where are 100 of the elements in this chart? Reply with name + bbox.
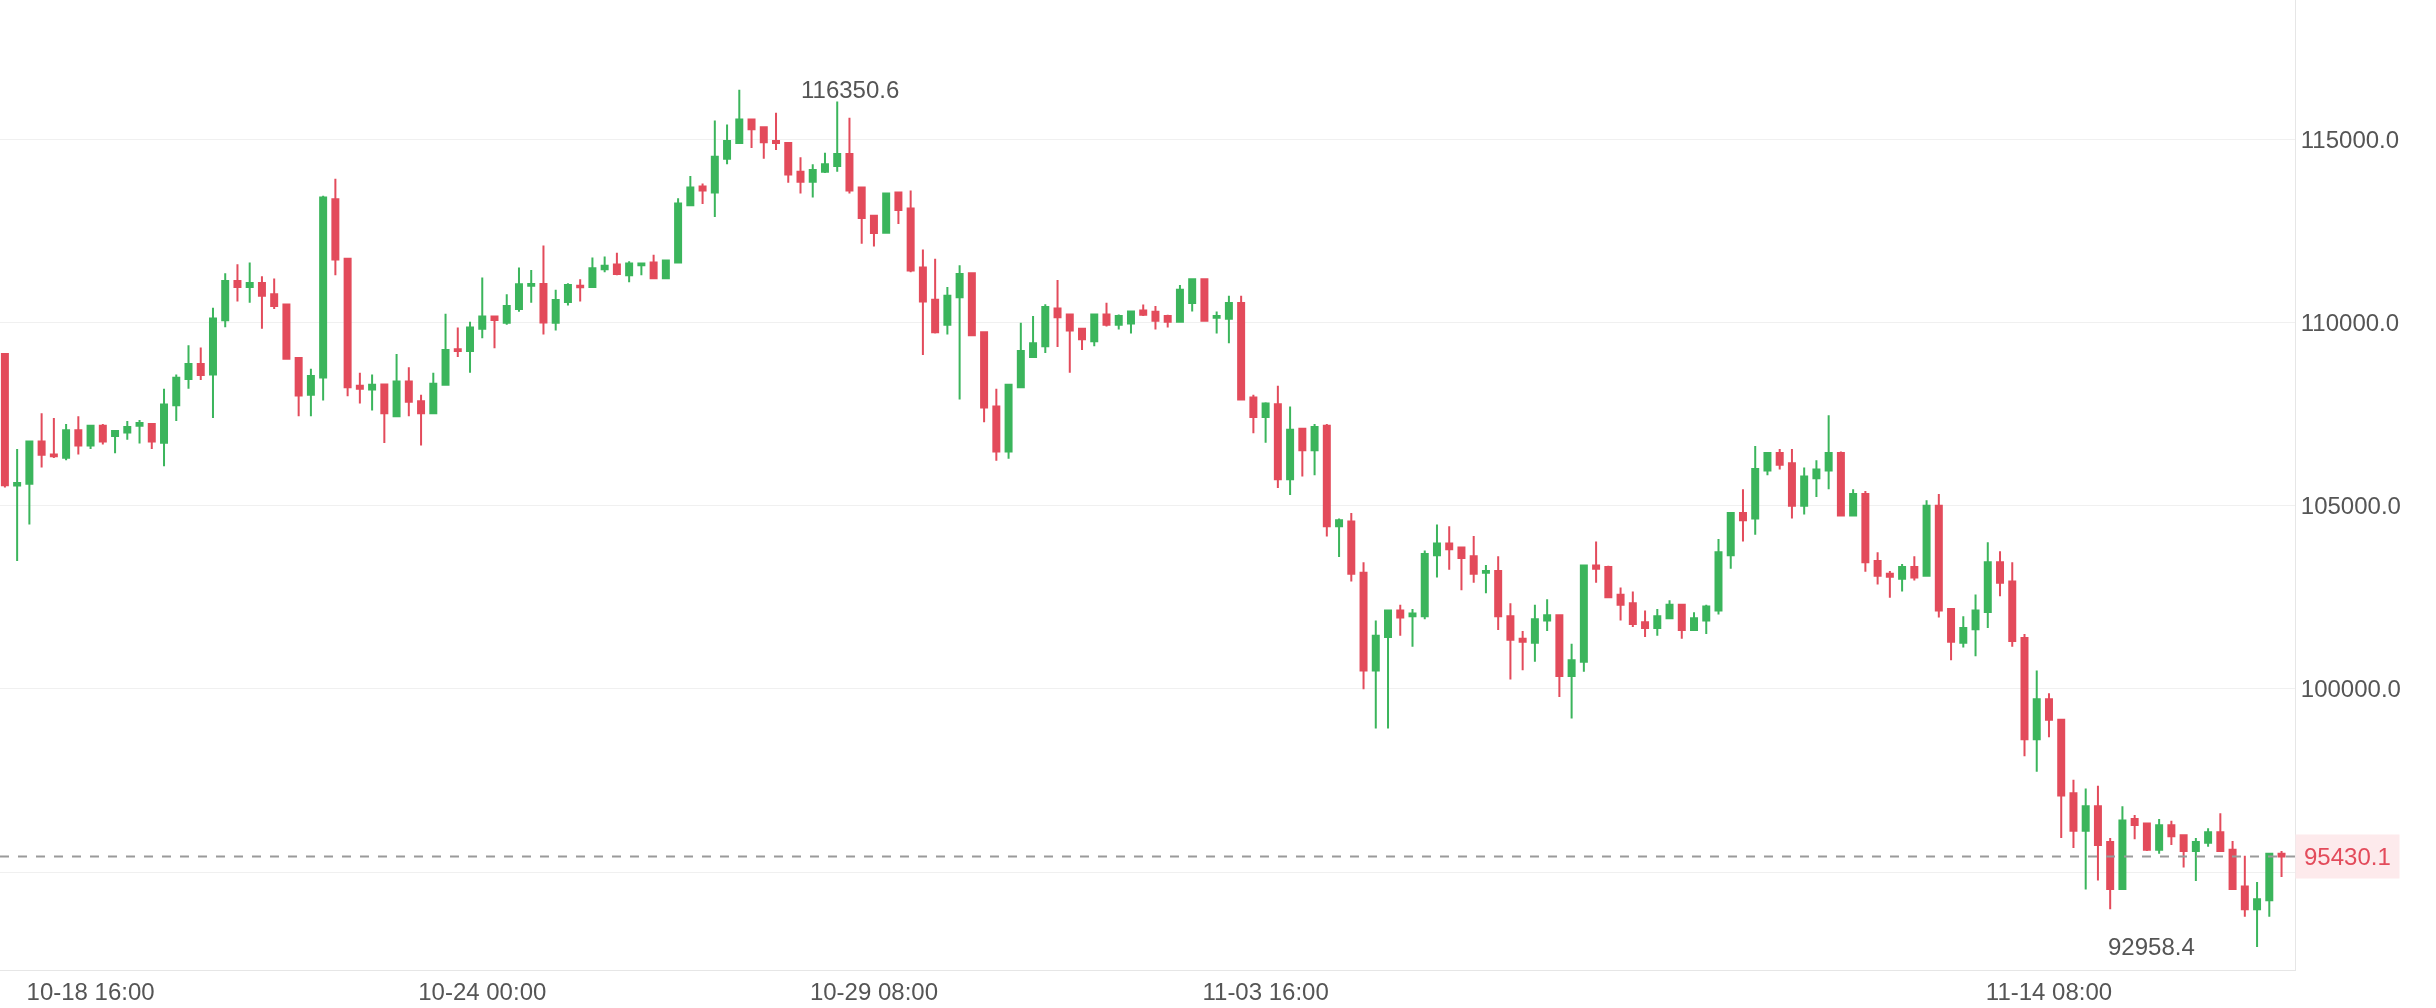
candlestick xyxy=(1959,615,1968,649)
candlestick xyxy=(2057,718,2066,840)
candlestick xyxy=(943,285,952,336)
candlestick xyxy=(1212,310,1221,335)
candlestick xyxy=(1641,609,1650,638)
candlestick xyxy=(539,244,548,336)
candlestick xyxy=(1175,284,1184,323)
candlestick xyxy=(1384,609,1393,730)
candlestick xyxy=(1029,314,1038,358)
candlestick xyxy=(2240,854,2249,918)
candlestick xyxy=(1604,564,1613,599)
candlestick xyxy=(1506,602,1515,681)
candlestick xyxy=(123,420,132,441)
candlestick xyxy=(2118,805,2127,891)
candlestick xyxy=(820,151,829,174)
candlestick xyxy=(527,269,536,304)
candlestick xyxy=(1677,603,1686,640)
candlestick xyxy=(270,277,279,310)
y-tick-label: 105000.0 xyxy=(2300,492,2401,520)
candlestick xyxy=(1690,611,1699,631)
candlestick xyxy=(49,417,58,460)
candlestick xyxy=(245,261,254,304)
candlestick xyxy=(980,331,989,424)
candlestick xyxy=(1371,619,1380,730)
candlestick xyxy=(1543,598,1552,633)
candlestick xyxy=(1763,451,1772,477)
candlestick xyxy=(37,412,46,469)
candlestick xyxy=(698,182,707,206)
candlestick xyxy=(25,440,34,526)
candlestick xyxy=(147,422,156,450)
candlestick xyxy=(2191,837,2200,882)
candlestick xyxy=(1653,608,1662,637)
candlestick xyxy=(2142,822,2151,852)
candlestick xyxy=(637,261,646,277)
candlestick xyxy=(86,424,95,450)
candlestick xyxy=(1922,499,1931,577)
candlestick xyxy=(2204,827,2213,848)
candlestick xyxy=(2106,837,2115,911)
candlestick xyxy=(1310,422,1319,477)
candlestick xyxy=(735,88,744,144)
candlestick xyxy=(441,312,450,386)
candlestick xyxy=(1751,444,1760,536)
candlestick xyxy=(111,429,120,455)
candlestick xyxy=(1237,294,1246,402)
candlestick xyxy=(796,156,805,195)
candlestick xyxy=(160,387,169,468)
candlestick xyxy=(686,174,695,207)
candlestick xyxy=(1224,294,1233,345)
candlestick xyxy=(1188,278,1197,313)
candlestick xyxy=(1800,466,1809,516)
candlestick xyxy=(1628,590,1637,628)
candlestick xyxy=(294,357,303,418)
candlestick xyxy=(172,373,181,423)
candlestick xyxy=(1273,384,1282,490)
candlestick xyxy=(1873,551,1882,586)
candlestick xyxy=(1432,523,1441,579)
candlestick xyxy=(1494,555,1503,631)
candlestick xyxy=(196,346,205,382)
candlestick xyxy=(1579,564,1588,673)
candlestick xyxy=(1445,525,1454,571)
candlestick xyxy=(502,293,511,326)
candlestick xyxy=(1616,586,1625,622)
candlestick xyxy=(759,126,768,160)
candlestick xyxy=(1053,278,1062,349)
candlestick xyxy=(392,352,401,418)
candlestick xyxy=(1775,447,1784,471)
candlestick xyxy=(490,315,499,350)
candlestick xyxy=(1592,540,1601,584)
candlestick xyxy=(1971,593,1980,658)
candlestick xyxy=(1090,313,1099,348)
candlestick xyxy=(1102,301,1111,328)
candlestick xyxy=(955,264,964,401)
candlestick xyxy=(1139,303,1148,317)
candlestick xyxy=(306,367,315,418)
y-tick-label: 115000.0 xyxy=(2300,125,2400,153)
y-tick-label: 110000.0 xyxy=(2300,308,2400,336)
candlestick xyxy=(1041,303,1050,354)
candlestick xyxy=(1004,383,1013,460)
candlestick xyxy=(967,272,976,337)
candlestick xyxy=(1714,538,1723,616)
candlestick xyxy=(453,326,462,358)
candlestick xyxy=(514,266,523,313)
candlestick xyxy=(1824,414,1833,491)
candlestick xyxy=(1738,488,1747,543)
candlestick xyxy=(1996,550,2005,598)
candlestick xyxy=(992,387,1001,462)
candlestick xyxy=(466,320,475,374)
candlestick xyxy=(478,276,487,340)
candlestick xyxy=(1335,517,1344,559)
candlestick xyxy=(2081,787,2090,891)
candlestick xyxy=(135,418,144,445)
candlestick xyxy=(184,344,193,390)
candlestick xyxy=(1347,512,1356,583)
candlestick xyxy=(429,371,438,415)
candlestick xyxy=(2167,819,2176,847)
candlestick xyxy=(1163,313,1172,329)
candlestick xyxy=(1947,608,1956,662)
x-tick-label: 10-18 16:00 xyxy=(26,977,155,1005)
candlestick xyxy=(1983,541,1992,630)
annotation: 92958.4 xyxy=(2108,933,2195,960)
